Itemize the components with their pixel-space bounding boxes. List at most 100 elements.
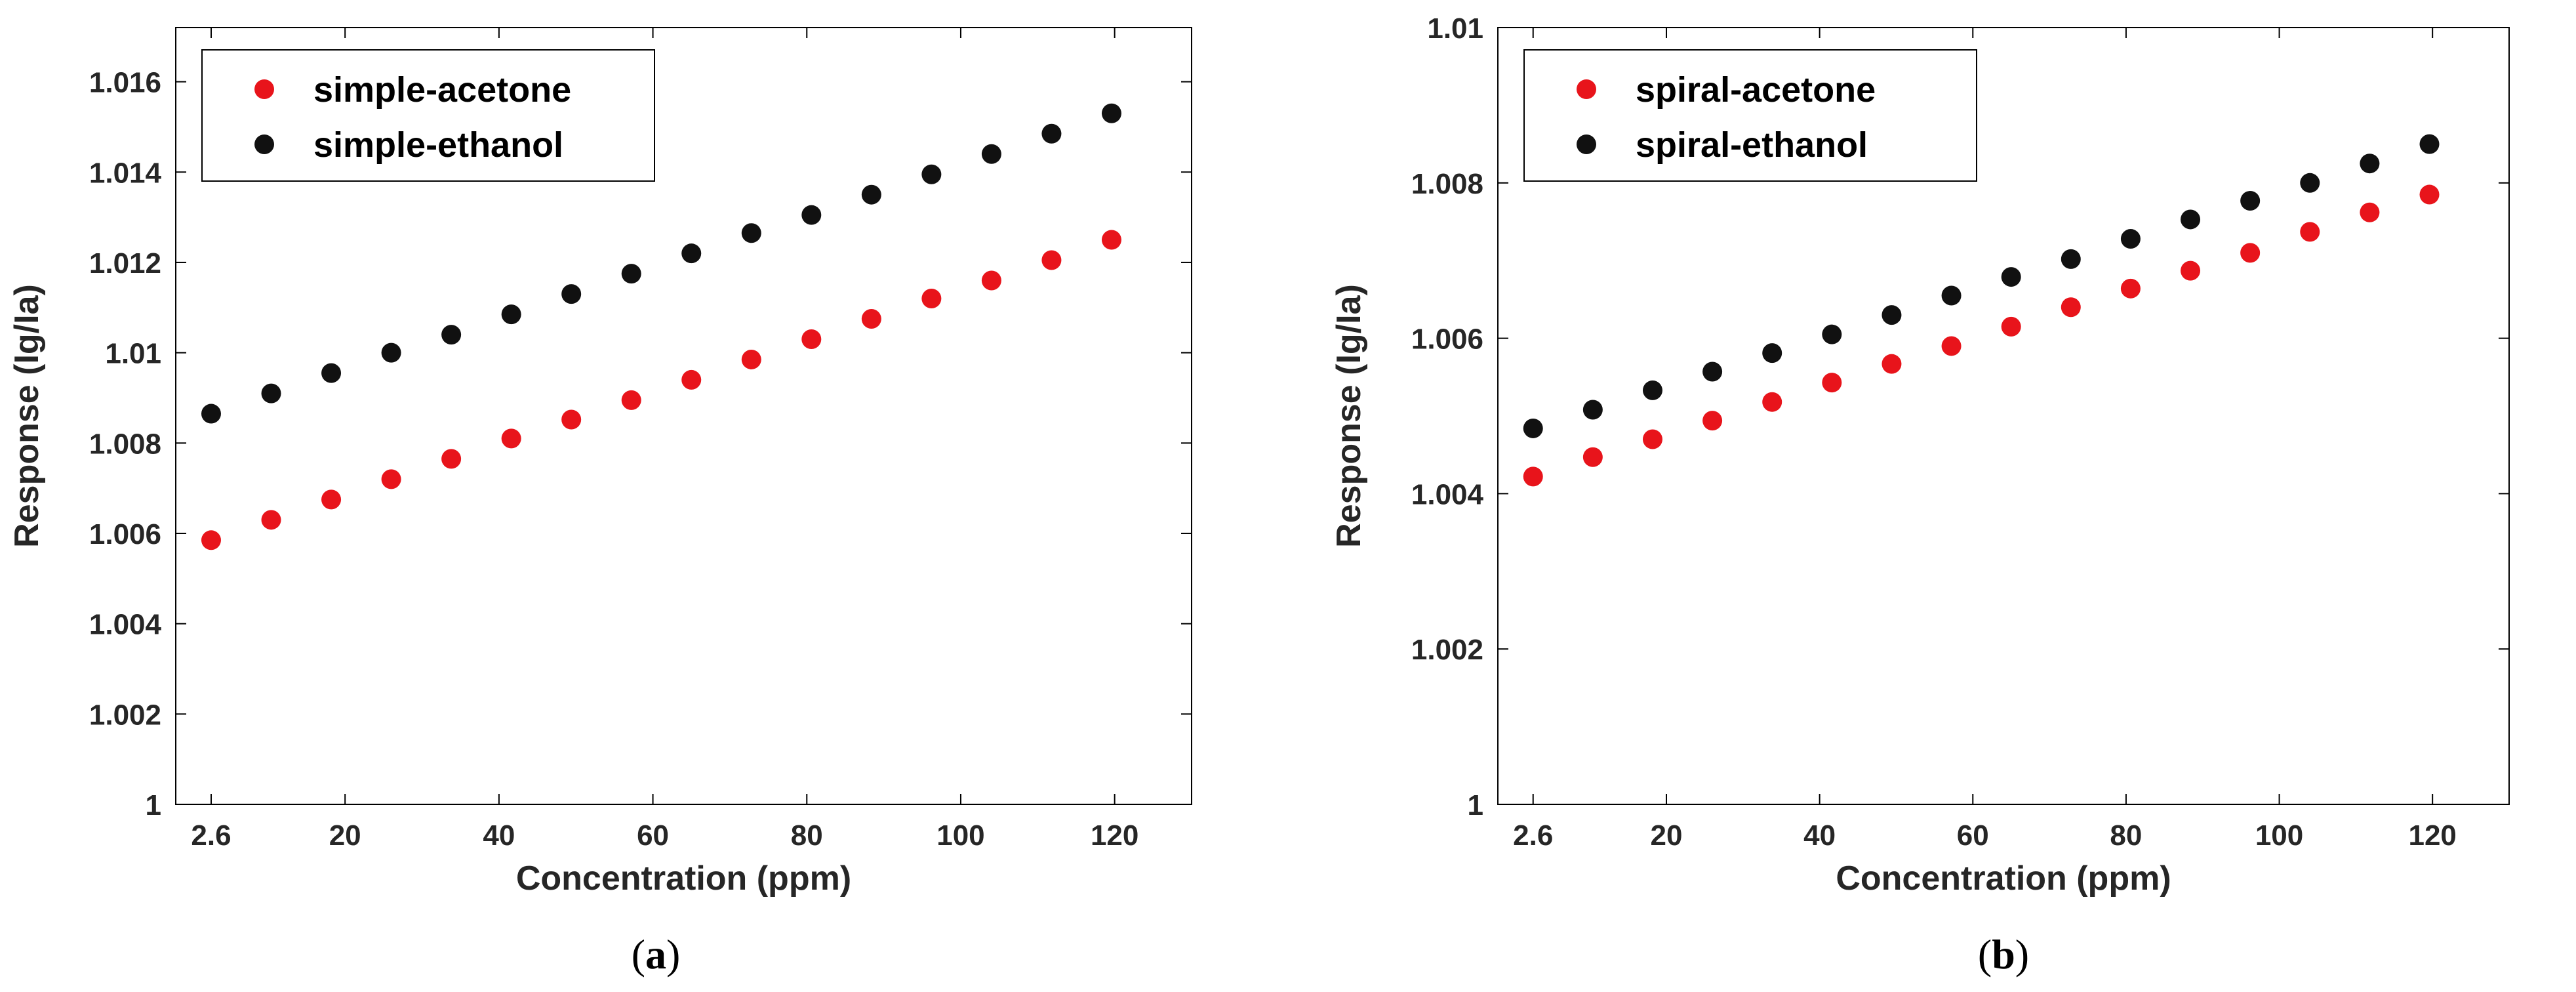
caption-b: (b) xyxy=(1977,931,2030,978)
data-point-spiral-ethanol xyxy=(2360,154,2380,174)
data-point-simple-acetone xyxy=(621,390,641,410)
x-tick-label: 60 xyxy=(637,819,669,852)
data-point-spiral-acetone xyxy=(2001,316,2021,337)
data-point-simple-ethanol xyxy=(1101,103,1121,123)
data-point-simple-acetone xyxy=(861,309,881,329)
x-tick-label: 2.6 xyxy=(191,819,231,852)
data-point-simple-acetone xyxy=(321,489,342,510)
caption-a: (a) xyxy=(631,931,681,978)
data-point-spiral-ethanol xyxy=(2061,249,2081,269)
y-tick-label: 1.004 xyxy=(1411,478,1484,510)
x-tick-label: 120 xyxy=(1091,819,1138,852)
data-point-simple-ethanol xyxy=(861,184,881,205)
legend-marker-spiral-ethanol xyxy=(1577,134,1596,154)
x-tick-label: 2.6 xyxy=(1513,819,1553,852)
data-point-simple-acetone xyxy=(1101,230,1121,250)
y-tick-label: 1 xyxy=(146,789,161,821)
data-point-simple-acetone xyxy=(1041,250,1062,270)
data-point-spiral-acetone xyxy=(1882,354,1902,374)
data-point-simple-acetone xyxy=(741,349,761,369)
y-tick-label: 1 xyxy=(1468,789,1483,821)
data-point-spiral-acetone xyxy=(1523,466,1543,487)
legend-label-simple-acetone: simple-acetone xyxy=(313,70,571,110)
data-point-spiral-ethanol xyxy=(1822,324,1842,344)
caption-a-label: a xyxy=(645,931,666,978)
x-axis-label: Concentration (ppm) xyxy=(516,859,851,898)
data-point-simple-acetone xyxy=(501,428,521,449)
data-point-spiral-acetone xyxy=(2419,184,2440,205)
data-point-spiral-ethanol xyxy=(2181,209,2201,230)
data-point-simple-acetone xyxy=(261,510,281,530)
data-point-simple-ethanol xyxy=(441,325,462,345)
x-axis-label: Concentration (ppm) xyxy=(1836,859,2171,898)
data-point-spiral-acetone xyxy=(1762,392,1782,412)
plot-area-frame xyxy=(175,27,1192,805)
x-tick-label: 100 xyxy=(2255,819,2303,852)
data-point-spiral-ethanol xyxy=(2001,267,2021,287)
chart-panel-a: 1 1.002 1.004 1.006 1.008 1.01 1.012 1.014 1.016… xyxy=(8,27,1192,898)
data-point-spiral-acetone xyxy=(2360,202,2380,222)
data-point-spiral-acetone xyxy=(2240,243,2261,263)
data-point-simple-ethanol xyxy=(921,164,942,184)
data-point-simple-acetone xyxy=(981,270,1001,291)
data-point-spiral-acetone xyxy=(1582,447,1603,467)
x-tick-label: 20 xyxy=(329,819,361,852)
data-point-spiral-acetone xyxy=(2181,260,2201,281)
data-point-simple-ethanol xyxy=(201,403,221,424)
data-point-simple-acetone xyxy=(921,289,942,309)
plot-area-frame xyxy=(1497,27,2510,805)
chart-b-svg: 1 1.002 1.004 1.006 1.008 1.01 2.6 20 40 60 80 100 1… xyxy=(1330,12,2510,898)
x-tick-label: 40 xyxy=(1803,819,1836,852)
y-tick-label: 1.002 xyxy=(89,699,161,731)
data-point-simple-ethanol xyxy=(1041,123,1062,144)
y-axis-label: Response (Ig/Ia) xyxy=(1330,284,1368,548)
legend-label-spiral-acetone: spiral-acetone xyxy=(1636,70,1876,110)
data-point-spiral-acetone xyxy=(1702,411,1723,431)
x-tick-label: 100 xyxy=(936,819,984,852)
y-tick-label: 1.01 xyxy=(1427,12,1483,45)
data-point-spiral-acetone xyxy=(1642,429,1662,449)
legend-marker-simple-acetone xyxy=(254,79,274,99)
legend-box xyxy=(201,49,655,182)
data-point-simple-ethanol xyxy=(741,223,761,243)
caption-b-label: b xyxy=(1992,931,2015,978)
y-tick-label: 1.006 xyxy=(1411,323,1483,356)
x-tick-label: 120 xyxy=(2408,819,2456,852)
y-tick-label: 1.004 xyxy=(89,609,162,641)
y-tick-label: 1.008 xyxy=(89,428,161,460)
data-point-simple-ethanol xyxy=(501,304,521,325)
data-point-spiral-acetone xyxy=(2061,297,2081,318)
data-point-spiral-ethanol xyxy=(1882,305,1902,325)
data-point-spiral-ethanol xyxy=(1523,418,1543,438)
data-point-spiral-acetone xyxy=(2300,222,2320,242)
data-point-simple-acetone xyxy=(441,449,462,469)
legend-label-simple-ethanol: simple-ethanol xyxy=(313,125,563,165)
data-point-spiral-ethanol xyxy=(1762,343,1782,363)
data-point-spiral-ethanol xyxy=(1582,400,1603,420)
x-tick-label: 60 xyxy=(1957,819,1989,852)
y-tick-label: 1.016 xyxy=(89,67,161,99)
data-point-spiral-ethanol xyxy=(2240,191,2261,211)
data-point-simple-ethanol xyxy=(561,284,582,304)
data-point-simple-acetone xyxy=(381,469,401,489)
legend-box xyxy=(1523,49,1977,182)
data-point-simple-acetone xyxy=(201,530,221,550)
data-point-simple-ethanol xyxy=(621,264,641,284)
data-point-spiral-acetone xyxy=(2120,278,2141,299)
legend-marker-simple-ethanol xyxy=(254,134,274,154)
data-point-simple-acetone xyxy=(561,409,582,430)
data-point-simple-acetone xyxy=(681,369,702,390)
data-point-spiral-ethanol xyxy=(1642,380,1662,400)
data-point-simple-ethanol xyxy=(801,205,822,225)
y-tick-label: 1.014 xyxy=(89,157,162,189)
x-tick-label: 20 xyxy=(1651,819,1683,852)
y-tick-label: 1.012 xyxy=(89,247,161,279)
legend-marker-spiral-acetone xyxy=(1577,79,1596,99)
data-point-spiral-ethanol xyxy=(2300,173,2320,193)
data-point-simple-ethanol xyxy=(261,383,281,403)
data-point-simple-ethanol xyxy=(681,243,702,264)
data-point-spiral-ethanol xyxy=(2120,229,2141,249)
data-point-spiral-ethanol xyxy=(1702,362,1723,382)
data-point-spiral-ethanol xyxy=(2419,134,2440,154)
x-tick-label: 80 xyxy=(2110,819,2142,852)
